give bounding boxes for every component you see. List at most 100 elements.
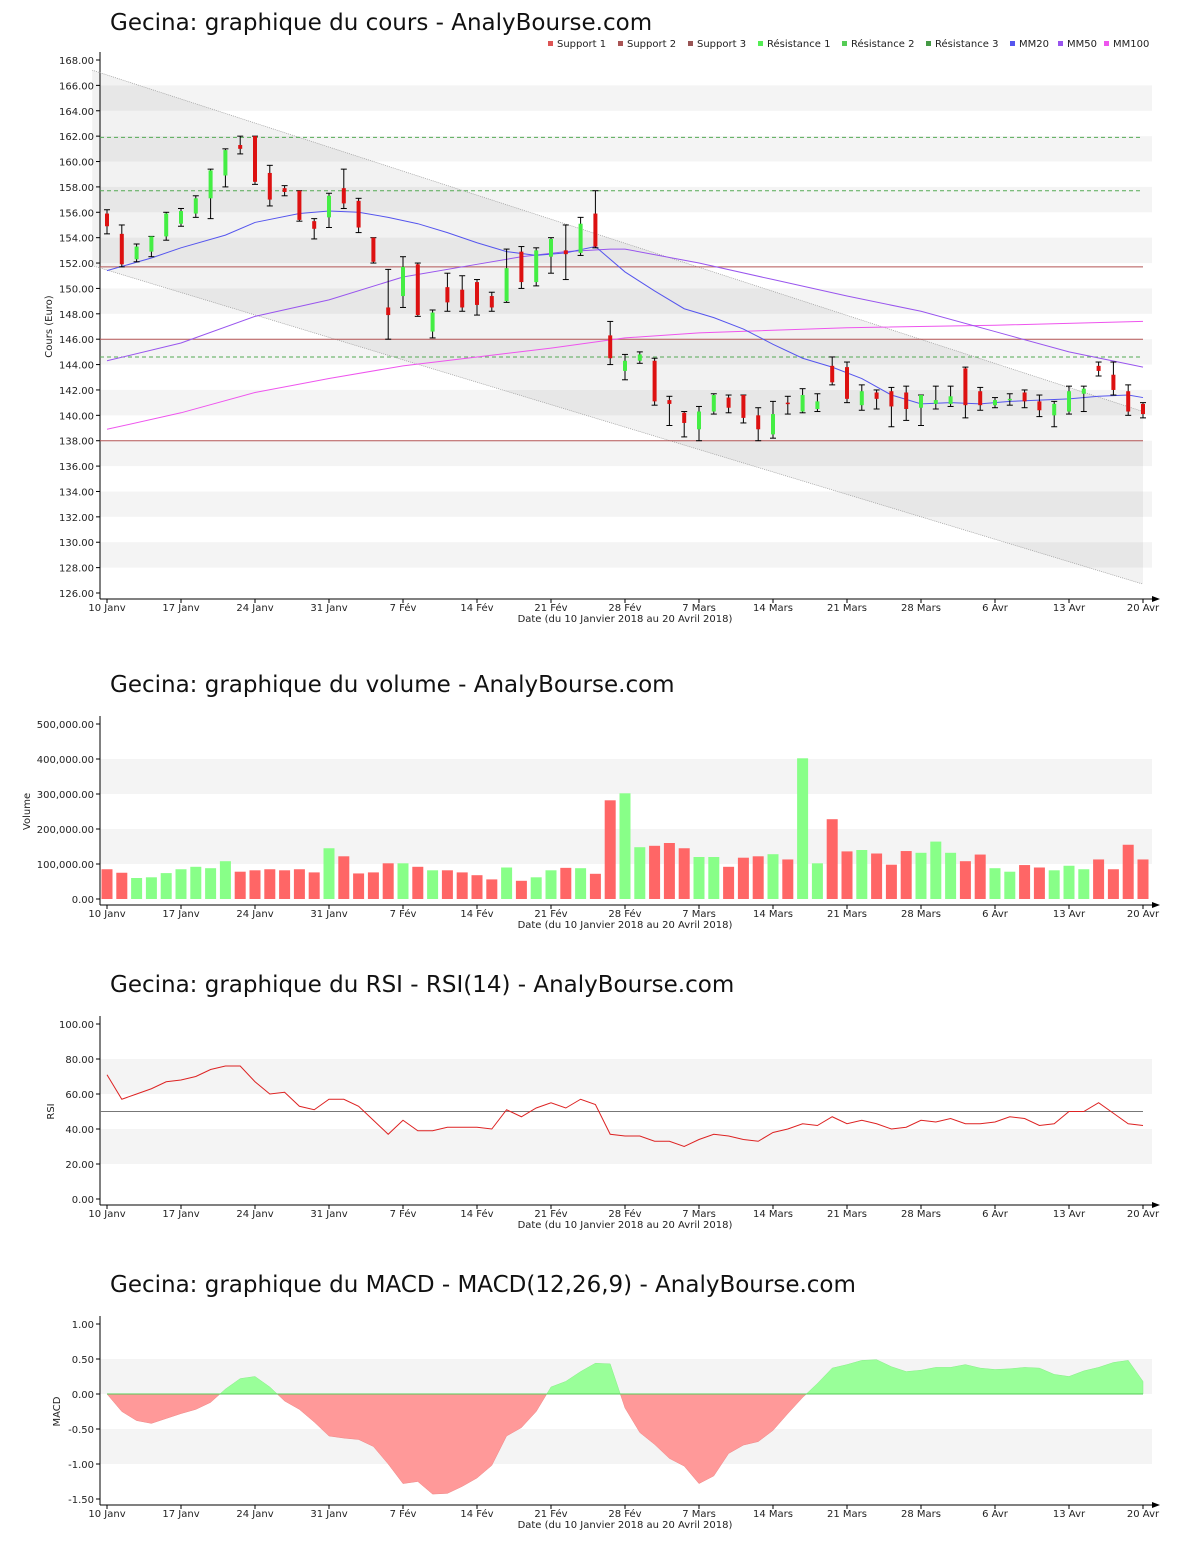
rsi-panel: Gecina: graphique du RSI - RSI(14) - Ana…	[0, 972, 1200, 1242]
volume-bar	[190, 866, 202, 899]
volume-bar	[959, 861, 971, 899]
candle-body	[341, 188, 346, 204]
x-axis-arrow	[1152, 1502, 1160, 1508]
volume-bar	[1048, 870, 1060, 899]
x-tick-label: 17 Janv	[162, 603, 199, 614]
candle-body	[726, 397, 731, 408]
x-tick-label: 7 Mars	[682, 1209, 716, 1220]
candle-body	[164, 213, 169, 237]
macd-positive-area	[805, 1359, 1144, 1395]
y-tick-label: 20.00	[65, 1160, 94, 1171]
legend-item: Résistance 2	[842, 38, 914, 50]
legend-swatch	[1010, 41, 1015, 46]
background-band	[100, 440, 1152, 467]
candle-body	[489, 296, 494, 308]
volume-bar	[427, 870, 439, 899]
y-tick-label: 148.00	[59, 310, 94, 321]
candle-body	[1126, 391, 1131, 412]
y-tick-label: 400,000.00	[37, 755, 94, 766]
volume-chart: 0.00 100,000.00 200,000.00 300,000.00 400,00…	[22, 716, 1160, 931]
background-band	[100, 288, 1152, 314]
candle-body	[282, 188, 287, 192]
x-tick-label: 28 Fév	[608, 1508, 641, 1520]
candle-body	[874, 392, 879, 399]
x-tick-label: 13 Avr	[1053, 1209, 1086, 1220]
y-tick-label: 132.00	[59, 513, 94, 524]
volume-bar	[323, 848, 335, 899]
volume-bar	[1122, 844, 1134, 899]
x-tick-label: 10 Janv	[88, 1509, 125, 1520]
volume-bar	[841, 851, 853, 899]
y-tick-label: 154.00	[59, 234, 94, 245]
legend-item: Support 2	[618, 39, 676, 50]
volume-bar	[441, 870, 453, 899]
candle-body	[356, 200, 361, 228]
x-tick-label: 10 Janv	[88, 1209, 125, 1220]
x-tick-label: 17 Janv	[162, 909, 199, 920]
legend-swatch	[758, 41, 763, 46]
y-tick-label: 0.00	[72, 1195, 94, 1206]
y-tick-label: 100,000.00	[37, 860, 94, 871]
candle-body	[741, 395, 746, 418]
legend-swatch	[926, 41, 931, 46]
legend-swatch	[618, 41, 623, 46]
volume-bar	[501, 867, 513, 899]
volume-bar	[338, 856, 350, 899]
y-tick-label: 130.00	[59, 538, 94, 549]
candle-body	[697, 411, 701, 430]
macd-negative-area	[106, 1393, 221, 1424]
y-tick-label: 164.00	[59, 107, 94, 118]
candle-body	[652, 360, 657, 402]
x-tick-label: 31 Janv	[310, 909, 347, 920]
volume-bar	[900, 851, 912, 899]
volume-bar	[205, 868, 217, 899]
x-tick-label: 13 Avr	[1053, 603, 1086, 614]
y-tick-label: 1.00	[72, 1320, 94, 1331]
legend-item: Résistance 1	[758, 38, 830, 50]
volume-bar	[811, 863, 823, 899]
legend-item: MM100	[1104, 39, 1149, 50]
x-tick-label: 24 Janv	[236, 603, 273, 614]
background-band	[100, 136, 1152, 162]
volume-bar	[382, 863, 394, 899]
volume-bar	[678, 848, 690, 899]
volume-bar	[471, 875, 483, 899]
price-chart: 126.00 128.00 130.00 132.00 134.00 136.00 138.…	[44, 38, 1160, 625]
candle-body	[859, 391, 864, 406]
candle-body	[889, 391, 894, 407]
volume-bar	[797, 758, 809, 899]
y-tick-label: 0.50	[72, 1355, 94, 1366]
x-tick-label: 21 Mars	[827, 1509, 867, 1520]
candle-body	[460, 289, 465, 308]
x-tick-label: 17 Janv	[162, 1509, 199, 1520]
volume-bar	[264, 869, 276, 899]
y-tick-label: 144.00	[59, 361, 94, 372]
volume-bar	[175, 869, 187, 899]
legend-label: Support 3	[697, 39, 746, 50]
y-tick-label: 0.00	[72, 1390, 94, 1401]
x-tick-label: 14 Fév	[460, 1208, 493, 1220]
background-band	[100, 1429, 1152, 1464]
x-tick-label: 7 Fév	[390, 908, 417, 920]
price-chart-title: Gecina: graphique du cours - AnalyBourse…	[110, 10, 653, 36]
volume-bar	[530, 877, 542, 899]
y-tick-label: 126.00	[59, 589, 94, 600]
y-axis-label: Cours (Euro)	[44, 295, 55, 358]
candle-body	[1111, 374, 1116, 390]
volume-bar	[160, 873, 172, 899]
volume-bar	[1078, 869, 1090, 899]
volume-bar	[974, 854, 986, 899]
y-tick-label: 128.00	[59, 564, 94, 575]
candle-body	[267, 172, 272, 200]
candle-body	[1081, 388, 1086, 394]
x-tick-label: 21 Mars	[827, 1209, 867, 1220]
candle-body	[667, 400, 672, 404]
candle-body	[1037, 401, 1042, 411]
y-axis-label: Volume	[22, 793, 33, 830]
x-tick-label: 24 Janv	[236, 1509, 273, 1520]
volume-bar	[249, 870, 261, 899]
candle-body	[119, 233, 124, 265]
x-tick-label: 21 Fév	[534, 908, 567, 920]
x-tick-label: 21 Fév	[534, 1508, 567, 1520]
x-tick-label: 21 Fév	[534, 602, 567, 614]
